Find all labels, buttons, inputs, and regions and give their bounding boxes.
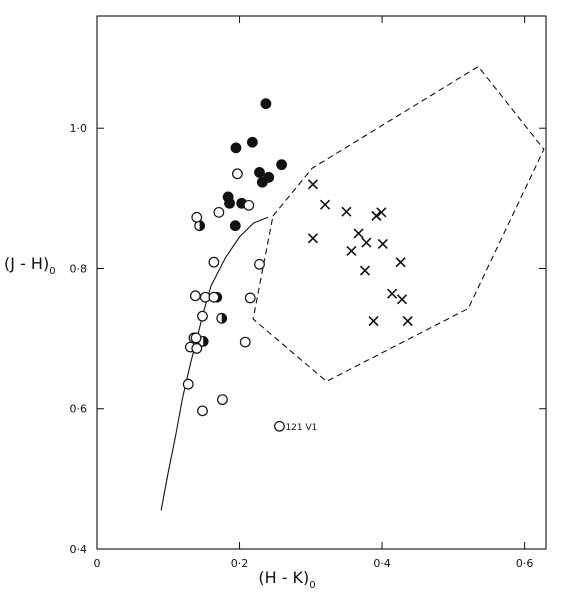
open-circle-point [244,292,256,304]
cross-stroke [346,245,357,257]
filled-circle-point [246,136,258,148]
x-axis-label-subscript: 0 [309,580,315,591]
cross-point [396,294,408,305]
open-circle-point [191,211,203,223]
filled-circle-point [260,98,272,110]
cross-stroke [341,206,352,217]
x-tick-label: 0·2 [231,557,249,570]
cross-stroke [307,233,319,244]
cross-stroke [377,238,388,249]
cross-stroke [402,316,413,327]
filled-circle-point [254,166,265,178]
open-circle-point [189,290,201,302]
open-circle-point [213,206,225,218]
y-tick-label: 0·4 [70,543,88,556]
x-tick-label: 0·6 [516,557,534,570]
open-circle-point [208,256,220,268]
x-tick-label: 0 [94,557,101,570]
point-annotation: 121 V1 [285,423,317,433]
cross-point [319,199,331,210]
x-tick-label: 0·4 [373,557,391,570]
dashed-region-outline [252,65,545,383]
cross-point [368,316,379,327]
y-tick-label: 1·0 [70,122,88,135]
cross-point [395,257,406,268]
y-axis-label-subscript: 0 [49,266,55,277]
cross-stroke [368,316,379,327]
half-circle-fill [203,336,208,347]
annotation-layer: 121 V1 [285,423,317,433]
cross-point [353,228,364,239]
open-circle-point [274,420,285,432]
cross-stroke [353,228,364,239]
cross-stroke [319,199,331,210]
axis-ticks [96,16,546,550]
y-tick-label: 0·8 [70,262,88,275]
cross-point [377,238,388,249]
open-circle-point [190,332,202,344]
cross-stroke [359,265,371,276]
solid-sequence-curve [160,216,269,511]
plot-frame-group [96,15,547,550]
open-circle-point [243,199,255,211]
cross-point [307,179,319,190]
y-axis-label: (J - H)0 [4,254,56,277]
y-tick-label: 0·6 [70,403,88,416]
filled-circle-point [230,142,242,154]
cross-point [386,288,398,299]
data-points-layer [182,98,413,432]
cross-point [359,265,371,276]
half-filled-circle-point [194,220,206,232]
cross-stroke [361,237,372,248]
solid-curve-layer [160,216,269,511]
axis-tick-labels: 0 0·2 0·4 0·6 0·4 0·6 0·8 1·0 [70,122,534,570]
open-circle-point [182,378,194,390]
cross-stroke [396,294,408,305]
x-axis-label: (H - K)0 [258,568,315,591]
dashed-region-layer [252,65,545,383]
cross-point [341,206,352,217]
open-circle-point [254,258,265,270]
cross-point [346,245,357,257]
open-circle-point [191,343,203,354]
filled-circle-point [229,220,241,232]
x-axis-label-main: (H - K) [258,568,309,587]
filled-circle-point [224,197,235,209]
open-circle-point [208,291,220,303]
cross-stroke [371,210,382,221]
open-circle-point [197,310,208,322]
half-circle-fill [199,220,205,231]
filled-circle-point [276,159,287,171]
cross-point [361,237,372,248]
y-axis-label-main: (J - H) [4,254,49,273]
open-circle-point [217,394,228,406]
open-circle-point [232,168,243,180]
cross-stroke [307,179,319,190]
cross-stroke [376,207,387,218]
cross-stroke [395,257,406,268]
open-circle-point [197,405,208,417]
open-circle-point [239,336,251,348]
cross-point [402,316,413,327]
half-circle-fill [221,313,227,324]
half-filled-circle-point [216,312,228,324]
cross-point [376,207,387,218]
cross-point [307,233,319,244]
cross-point [371,210,382,221]
cross-stroke [386,288,398,299]
filled-circle-point [256,176,268,188]
plot-frame [96,15,547,550]
